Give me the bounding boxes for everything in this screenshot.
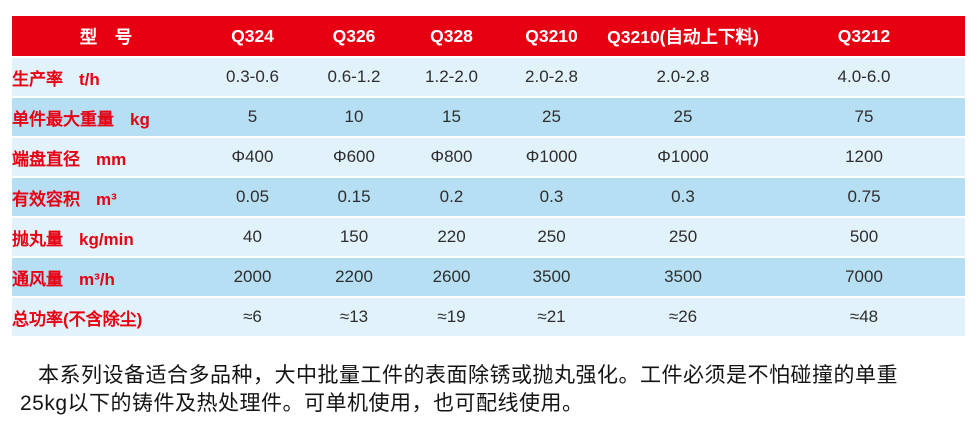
spec-row: 总功率(不含除尘) ≈6 ≈13 ≈19 ≈21 ≈26 ≈48	[12, 298, 965, 336]
spec-value-cell: ≈21	[500, 298, 603, 336]
spec-row-unit: kg/min	[79, 229, 134, 249]
spec-value-cell: 75	[763, 98, 965, 136]
spec-row-label-cell: 端盘直径 mm	[12, 138, 200, 176]
spec-value-cell: 0.05	[200, 178, 305, 216]
spec-row: 单件最大重量 kg 5 10 15 25 25 75	[12, 98, 965, 136]
spec-value-cell: ≈13	[305, 298, 403, 336]
spec-value-cell: 10	[305, 98, 403, 136]
spec-value-cell: Φ1000	[603, 138, 763, 176]
spec-value-cell: Φ400	[200, 138, 305, 176]
spec-value-cell: 0.15	[305, 178, 403, 216]
description-paragraph: 本系列设备适合多品种，大中批量工件的表面除锈或抛丸强化。工件必须是不怕碰撞的单重…	[20, 362, 965, 418]
spec-value-cell: 500	[763, 218, 965, 256]
model-column-title: 型 号	[12, 16, 200, 56]
spec-value-cell: 25	[500, 98, 603, 136]
spec-row-label-cell: 通风量 m³/h	[12, 258, 200, 296]
spec-row-label-cell: 总功率(不含除尘)	[12, 298, 200, 336]
spec-value-cell: 25	[603, 98, 763, 136]
spec-row-label: 生产率	[12, 69, 63, 89]
spec-value-cell: 4.0-6.0	[763, 58, 965, 96]
model-header-cell: Q324	[200, 16, 305, 56]
spec-value-cell: 15	[403, 98, 500, 136]
spec-value-cell: 0.75	[763, 178, 965, 216]
spec-row-label: 有效容积	[12, 189, 80, 209]
spec-row-label: 通风量	[12, 269, 63, 289]
spec-row: 端盘直径 mm Φ400 Φ600 Φ800 Φ1000 Φ1000 1200	[12, 138, 965, 176]
model-header-cell: Q3212	[763, 16, 965, 56]
spec-row-unit: kg	[130, 109, 150, 129]
spec-table: 型 号 Q324 Q326 Q328 Q3210 Q3210(自动上下料) Q3212 生…	[12, 14, 965, 338]
spec-row-unit: mm	[96, 149, 127, 169]
spec-row-label-cell: 生产率 t/h	[12, 58, 200, 96]
spec-value-cell: 40	[200, 218, 305, 256]
spec-value-cell: ≈48	[763, 298, 965, 336]
spec-value-cell: 7000	[763, 258, 965, 296]
spec-table-section: 型 号 Q324 Q326 Q328 Q3210 Q3210(自动上下料) Q3212 生…	[12, 14, 965, 338]
spec-row-label: 端盘直径	[12, 149, 80, 169]
spec-value-cell: 3500	[500, 258, 603, 296]
spec-value-cell: 0.3	[500, 178, 603, 216]
spec-value-cell: ≈6	[200, 298, 305, 336]
spec-row-label-cell: 单件最大重量 kg	[12, 98, 200, 136]
model-header-cell: Q326	[305, 16, 403, 56]
spec-value-cell: 2200	[305, 258, 403, 296]
spec-row-unit: t/h	[79, 69, 100, 89]
spec-value-cell: 0.2	[403, 178, 500, 216]
spec-value-cell: 250	[603, 218, 763, 256]
spec-value-cell: 2.0-2.8	[500, 58, 603, 96]
spec-value-cell: 3500	[603, 258, 763, 296]
spec-row-label-cell: 有效容积 m³	[12, 178, 200, 216]
spec-value-cell: 150	[305, 218, 403, 256]
spec-value-cell: 220	[403, 218, 500, 256]
spec-value-cell: 2.0-2.8	[603, 58, 763, 96]
spec-value-cell: ≈19	[403, 298, 500, 336]
spec-value-cell: Φ600	[305, 138, 403, 176]
model-header-cell: Q3210	[500, 16, 603, 56]
model-header-cell: Q328	[403, 16, 500, 56]
spec-value-cell: 0.3-0.6	[200, 58, 305, 96]
spec-value-cell: 1200	[763, 138, 965, 176]
spec-value-cell: Φ1000	[500, 138, 603, 176]
spec-value-cell: 1.2-2.0	[403, 58, 500, 96]
spec-row: 有效容积 m³ 0.05 0.15 0.2 0.3 0.3 0.75	[12, 178, 965, 216]
spec-row: 生产率 t/h 0.3-0.6 0.6-1.2 1.2-2.0 2.0-2.8 2.0-2.…	[12, 58, 965, 96]
spec-row-label-cell: 抛丸量 kg/min	[12, 218, 200, 256]
spec-value-cell: 2600	[403, 258, 500, 296]
description-line: 25kg以下的铸件及热处理件。可单机使用，也可配线使用。	[20, 392, 584, 415]
spec-row-label: 单件最大重量	[12, 109, 114, 129]
spec-value-cell: 5	[200, 98, 305, 136]
spec-row-label: 抛丸量	[12, 229, 63, 249]
description-line: 本系列设备适合多品种，大中批量工件的表面除锈或抛丸强化。工件必须是不怕碰撞的单重	[38, 364, 898, 387]
spec-row-unit: m³/h	[79, 269, 115, 289]
spec-value-cell: 0.3	[603, 178, 763, 216]
spec-value-cell: 0.6-1.2	[305, 58, 403, 96]
table-header-row: 型 号 Q324 Q326 Q328 Q3210 Q3210(自动上下料) Q3212	[12, 16, 965, 56]
model-header-cell: Q3210(自动上下料)	[603, 16, 763, 56]
spec-value-cell: Φ800	[403, 138, 500, 176]
spec-row-label: 总功率(不含除尘)	[12, 309, 143, 329]
spec-value-cell: 2000	[200, 258, 305, 296]
spec-row: 通风量 m³/h 2000 2200 2600 3500 3500 7000	[12, 258, 965, 296]
spec-value-cell: 250	[500, 218, 603, 256]
spec-row-unit: m³	[96, 189, 117, 209]
spec-value-cell: ≈26	[603, 298, 763, 336]
spec-row: 抛丸量 kg/min 40 150 220 250 250 500	[12, 218, 965, 256]
